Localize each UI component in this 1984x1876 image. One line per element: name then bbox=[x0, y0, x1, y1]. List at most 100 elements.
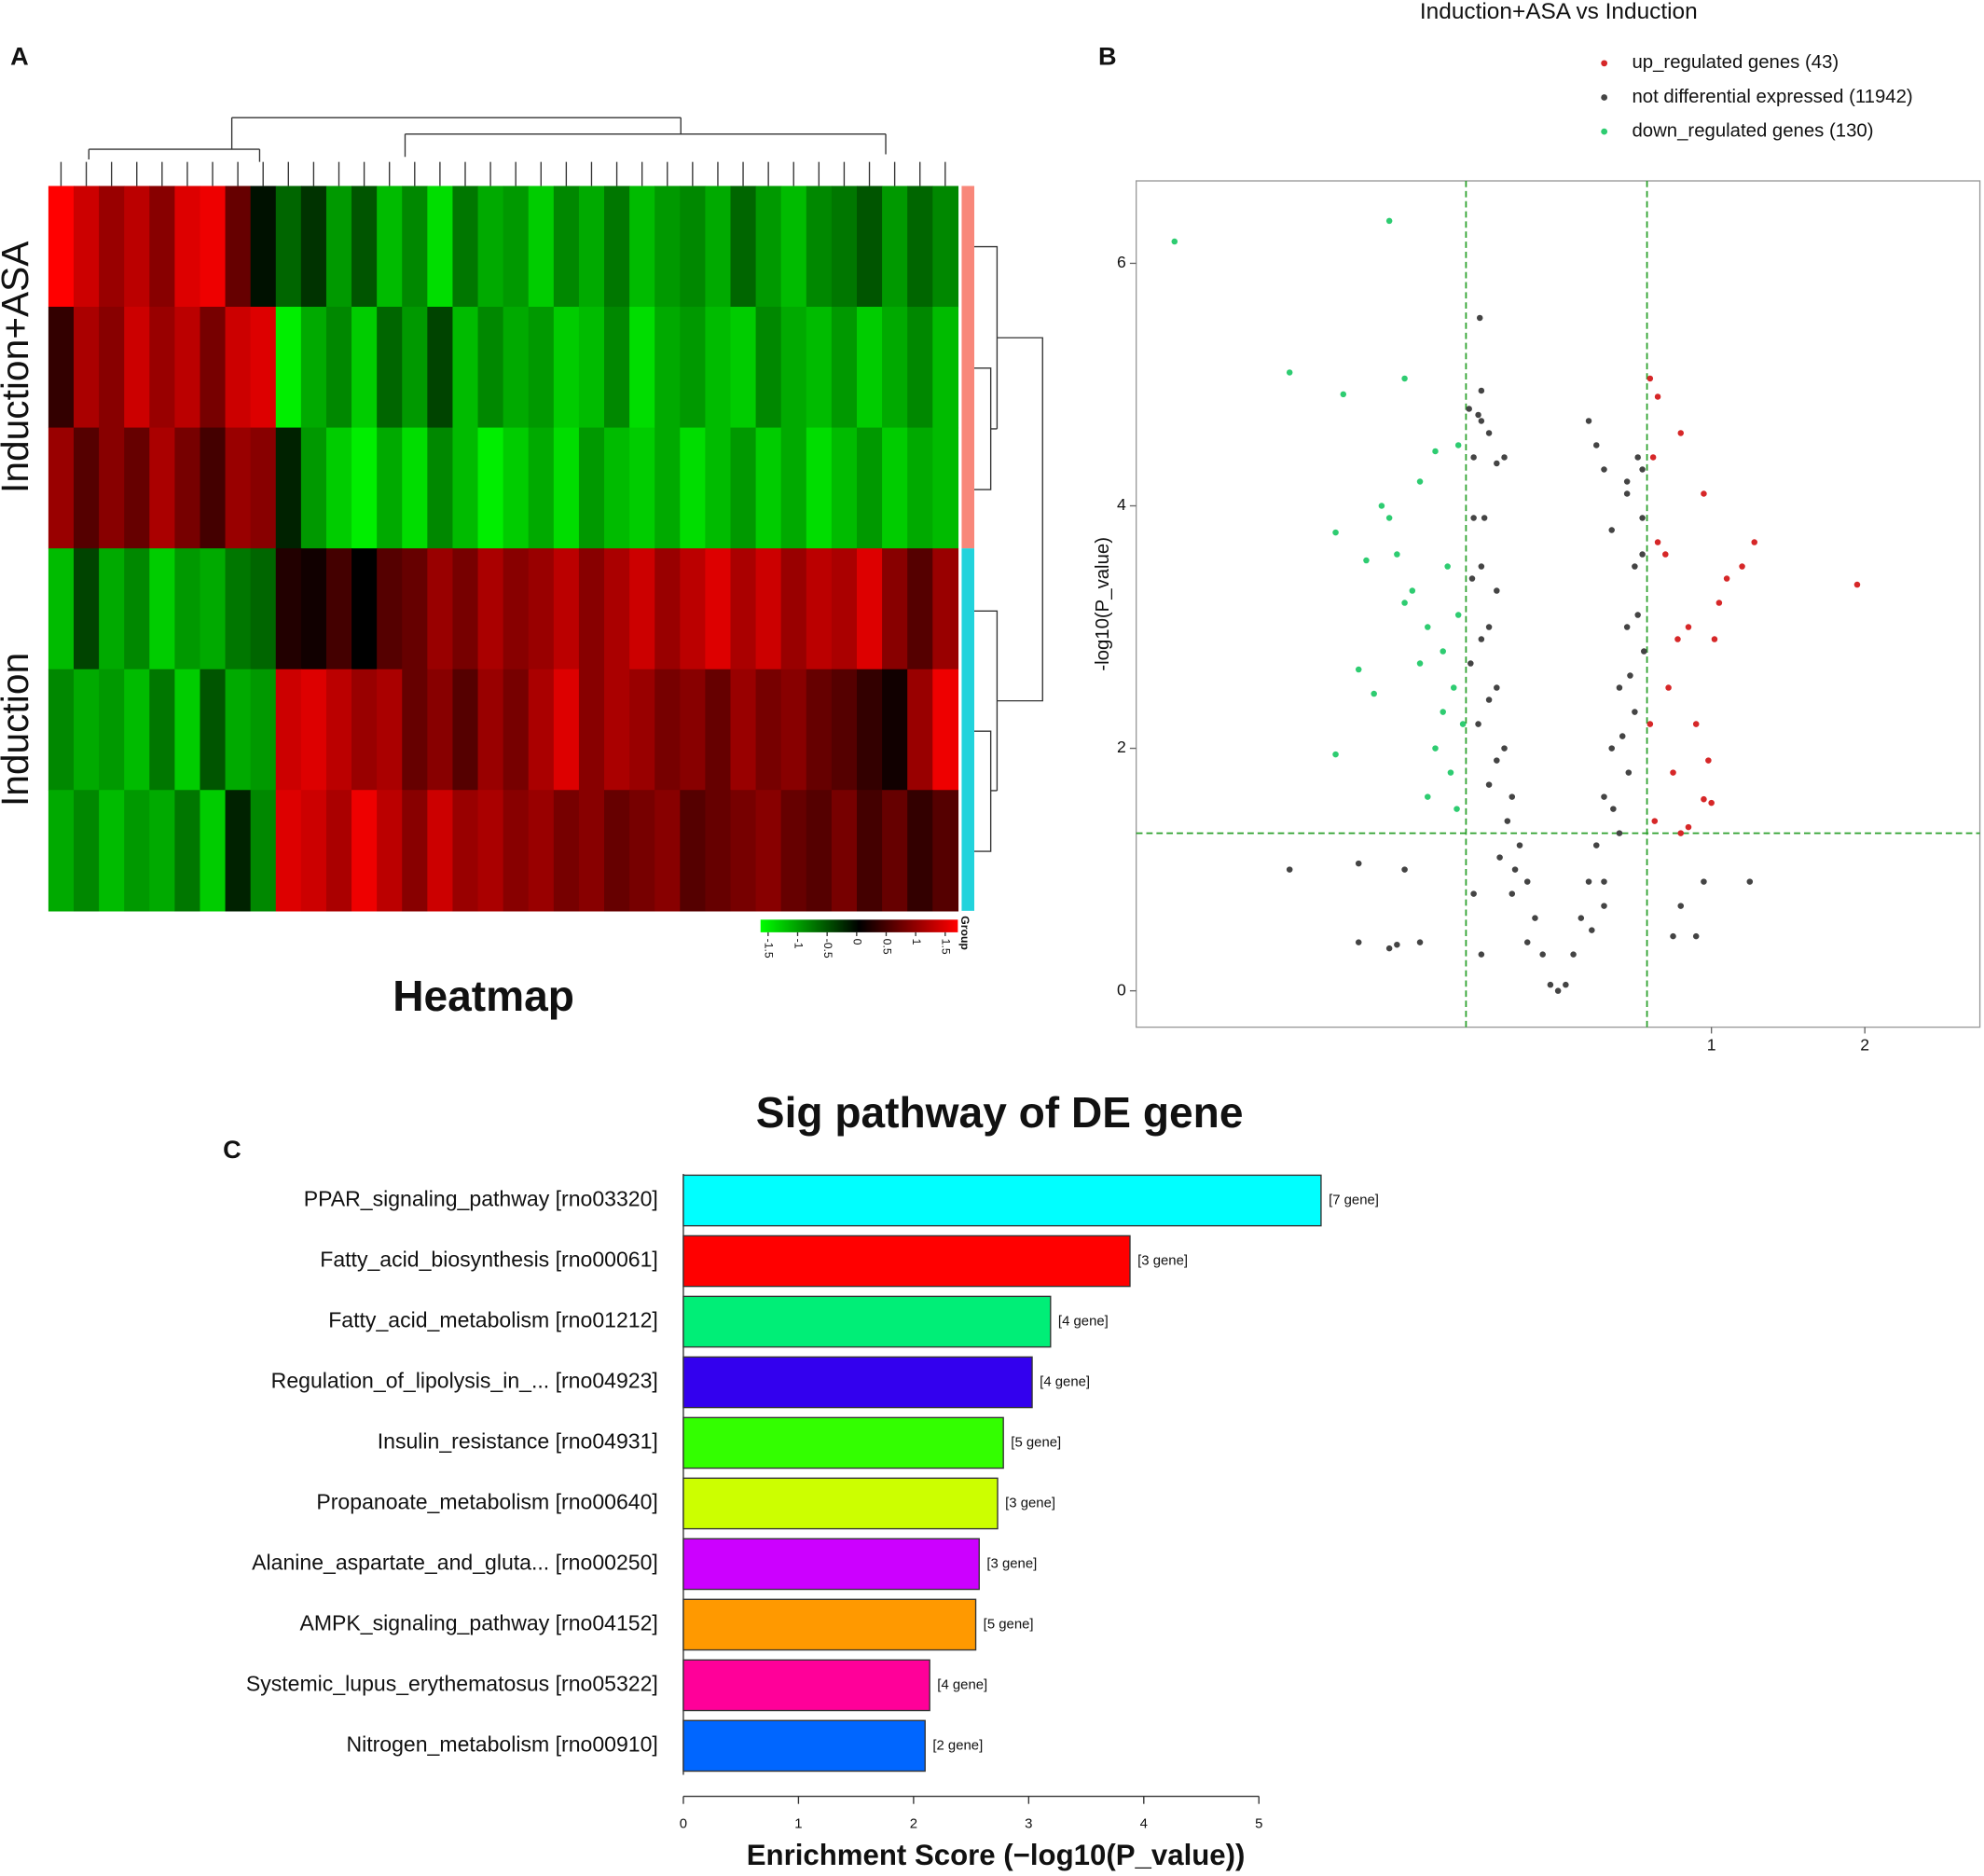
heatmap-cell bbox=[402, 307, 429, 429]
panel-label: C bbox=[223, 1135, 241, 1164]
heatmap-cell bbox=[680, 790, 707, 912]
category-label: Regulation_of_lipolysis_in_... [rno04923… bbox=[271, 1369, 658, 1393]
category-label: AMPK_signaling_pathway [rno04152] bbox=[299, 1611, 657, 1635]
heatmap-cell bbox=[124, 307, 150, 429]
heatmap-cell bbox=[654, 307, 681, 429]
heatmap-cell bbox=[174, 427, 201, 549]
colorbar-tick-label: 1 bbox=[910, 939, 923, 945]
heatmap-cell bbox=[528, 669, 555, 791]
heatmap-cell bbox=[200, 548, 227, 670]
heatmap-cell bbox=[149, 307, 176, 429]
point bbox=[1523, 939, 1531, 945]
point bbox=[1677, 430, 1685, 436]
bar bbox=[682, 1235, 1131, 1288]
heatmap-cell bbox=[99, 427, 125, 549]
heatmap-cell bbox=[856, 790, 883, 912]
heatmap-cell bbox=[629, 186, 655, 308]
point bbox=[1454, 442, 1462, 448]
heatmap-cell bbox=[48, 307, 75, 429]
point bbox=[1468, 575, 1476, 582]
heatmap-cell bbox=[831, 427, 858, 549]
heatmap-cell bbox=[629, 548, 655, 670]
point bbox=[1723, 575, 1730, 582]
heatmap-cell bbox=[325, 790, 352, 912]
bar bbox=[682, 1416, 1004, 1469]
heatmap-cell bbox=[200, 307, 227, 429]
chart-title: Sig pathway of DE gene bbox=[756, 1088, 1244, 1137]
point bbox=[1385, 945, 1393, 952]
point bbox=[1554, 987, 1562, 994]
point bbox=[1355, 666, 1362, 673]
heatmap-cell bbox=[755, 186, 782, 308]
point bbox=[1416, 478, 1424, 485]
heatmap-cell bbox=[351, 548, 378, 670]
heatmap-cell bbox=[932, 548, 959, 670]
colorbar-label: Group bbox=[958, 916, 971, 950]
heatmap-cell bbox=[225, 186, 252, 308]
heatmap-cell bbox=[452, 669, 479, 791]
bar bbox=[682, 1719, 926, 1773]
heatmap-cell bbox=[325, 669, 352, 791]
legend-marker bbox=[1601, 128, 1608, 135]
heatmap-cell bbox=[225, 427, 252, 549]
point bbox=[1454, 806, 1460, 812]
point bbox=[1485, 697, 1493, 703]
heatmap-cell bbox=[856, 548, 883, 670]
point bbox=[1632, 709, 1638, 715]
point bbox=[1485, 624, 1493, 630]
point bbox=[1570, 951, 1577, 958]
point bbox=[1478, 951, 1485, 958]
bar-annotation: [7 gene] bbox=[1329, 1192, 1379, 1207]
heatmap-cell bbox=[250, 790, 277, 912]
heatmap-cell bbox=[48, 669, 75, 791]
heatmap-cell bbox=[578, 427, 605, 549]
x-tick-label: 3 bbox=[1025, 1815, 1032, 1831]
point bbox=[1601, 903, 1607, 909]
heatmap-cell bbox=[553, 307, 580, 429]
heatmap-cell bbox=[225, 790, 252, 912]
heatmap-cell bbox=[780, 427, 807, 549]
point bbox=[1454, 612, 1462, 618]
heatmap-cell bbox=[48, 548, 75, 670]
heatmap-cell bbox=[932, 427, 959, 549]
heatmap-cell bbox=[174, 186, 201, 308]
heatmap-cell bbox=[351, 186, 378, 308]
bar bbox=[682, 1538, 980, 1591]
heatmap-cell bbox=[225, 669, 252, 791]
heatmap-cell bbox=[99, 307, 125, 429]
heatmap-cell bbox=[907, 790, 933, 912]
heatmap-cell bbox=[629, 307, 655, 429]
heatmap-cell bbox=[604, 669, 630, 791]
point bbox=[1616, 830, 1623, 836]
heatmap-cell bbox=[831, 669, 858, 791]
point bbox=[1665, 684, 1672, 691]
point bbox=[1416, 660, 1424, 667]
heatmap-cell bbox=[806, 427, 833, 549]
heatmap-cell bbox=[73, 548, 100, 670]
heatmap-cell bbox=[806, 669, 833, 791]
heatmap-cell bbox=[604, 186, 630, 308]
point bbox=[1711, 636, 1718, 642]
bar-annotation: [3 gene] bbox=[1137, 1252, 1188, 1268]
heatmap-cell bbox=[553, 548, 580, 670]
point bbox=[1677, 903, 1685, 909]
heatmap-cell bbox=[578, 186, 605, 308]
heatmap-cell bbox=[73, 186, 100, 308]
heatmap-cell bbox=[275, 790, 302, 912]
point bbox=[1523, 878, 1531, 885]
heatmap-cell bbox=[452, 307, 479, 429]
point bbox=[1470, 890, 1477, 897]
point bbox=[1171, 238, 1178, 245]
heatmap-cell bbox=[604, 427, 630, 549]
heatmap-cell bbox=[48, 427, 75, 549]
point bbox=[1578, 915, 1585, 921]
point bbox=[1705, 757, 1712, 764]
point bbox=[1516, 842, 1523, 848]
point bbox=[1739, 563, 1745, 570]
panel-label: B bbox=[1098, 42, 1117, 71]
heatmap-cell bbox=[452, 427, 479, 549]
point bbox=[1485, 781, 1493, 788]
point bbox=[1371, 690, 1377, 697]
heatmap-cell bbox=[250, 427, 277, 549]
point bbox=[1649, 454, 1657, 461]
